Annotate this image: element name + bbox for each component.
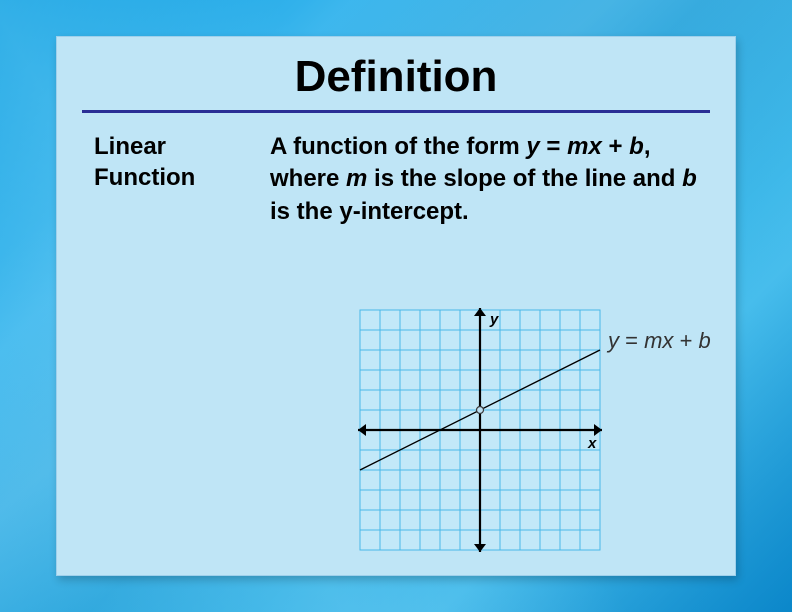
chart-container: yx y = mx + b (356, 306, 604, 554)
term-label: Linear Function (94, 131, 242, 228)
svg-text:y: y (489, 311, 499, 328)
definition-card: Definition Linear Function A function of… (56, 36, 736, 576)
term-line-1: Linear (94, 131, 242, 162)
card-title: Definition (56, 36, 736, 110)
card-content: Linear Function A function of the form y… (56, 131, 736, 228)
title-rule (82, 110, 710, 113)
definition-text: A function of the form y = mx + b, where… (270, 131, 706, 228)
svg-text:x: x (587, 435, 597, 452)
term-line-2: Function (94, 162, 242, 193)
linear-function-chart: yx (356, 306, 604, 554)
equation-label: y = mx + b (608, 328, 711, 354)
